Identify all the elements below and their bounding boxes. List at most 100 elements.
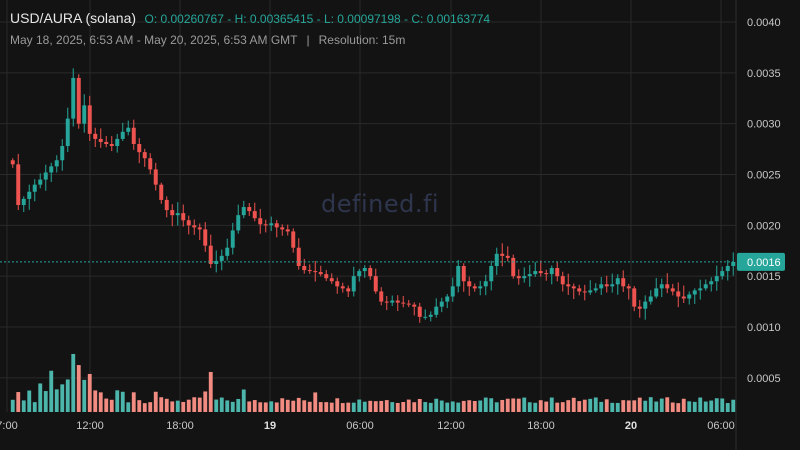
volume-bar — [384, 400, 389, 412]
candle-body — [659, 284, 664, 289]
volume-bar — [560, 402, 565, 412]
x-tick-label: 18:00 — [527, 420, 555, 432]
candle-body — [417, 306, 422, 317]
volume-bar — [467, 400, 472, 412]
volume-bar — [621, 400, 626, 412]
candle-body — [43, 172, 48, 180]
candle-body — [247, 207, 252, 212]
candle-body — [511, 257, 516, 277]
volume-bar — [203, 391, 208, 412]
volume-bar — [709, 400, 714, 412]
volume-bar — [307, 401, 312, 412]
candle-body — [423, 316, 428, 318]
candle-body — [632, 288, 637, 307]
candle-body — [230, 230, 235, 248]
candle-body — [588, 290, 593, 293]
volume-bar — [247, 401, 252, 412]
volume-bar — [703, 401, 708, 412]
volume-bar — [82, 379, 87, 412]
volume-bar — [126, 402, 131, 412]
volume-bar — [577, 401, 582, 412]
candle-body — [439, 301, 444, 307]
volume-bar — [258, 402, 263, 412]
candle-body — [252, 211, 257, 219]
candle-body — [263, 224, 268, 226]
volume-bar — [164, 398, 169, 412]
candle-body — [241, 207, 246, 216]
candle-body — [296, 247, 301, 266]
candle-body — [274, 223, 279, 228]
x-tick-label: 20 — [625, 420, 637, 432]
volume-bar — [615, 402, 620, 412]
candle-body — [379, 291, 384, 302]
volume-bar — [324, 402, 329, 412]
candle-body — [654, 288, 659, 297]
candle-body — [604, 284, 609, 287]
separator: | — [306, 33, 310, 47]
y-axis: 0.0040 0.0035 0.0030 0.0025 0.0020 0.0015 0.00… — [747, 17, 781, 385]
candle-body — [60, 146, 65, 161]
candle-body — [676, 291, 681, 297]
candle-body — [49, 166, 54, 173]
volume-bar — [604, 399, 609, 412]
volume-bar — [93, 390, 98, 412]
volume-bar — [395, 402, 400, 412]
candle-body — [115, 138, 120, 147]
volume-bar — [252, 400, 257, 412]
candle-body — [494, 253, 499, 266]
candle-body — [368, 268, 373, 277]
volume-bar — [643, 400, 648, 412]
volume-bar — [665, 397, 670, 412]
volume-bar — [412, 402, 417, 412]
chart-header: USD/AURA (solana) O: 0.00260767 - H: 0.0… — [10, 10, 490, 28]
watermark: defined.fi — [321, 190, 440, 218]
volume-bar — [296, 397, 301, 412]
candle-body — [98, 138, 103, 142]
volume-bar — [461, 400, 466, 412]
volume-bar — [137, 400, 142, 412]
volume-bar — [522, 397, 527, 412]
candle-body — [555, 268, 560, 277]
volume-bar — [714, 398, 719, 412]
candle-body — [516, 276, 521, 279]
candle-body — [390, 300, 395, 303]
volume-bar — [208, 371, 213, 412]
volume-bar — [357, 399, 362, 412]
volume-bar — [692, 401, 697, 412]
candle-body — [307, 270, 312, 272]
candle-body — [395, 300, 400, 303]
candle-body — [214, 260, 219, 264]
volume-bar — [659, 398, 664, 412]
candle-body — [142, 152, 147, 159]
volume-bar — [197, 397, 202, 412]
candle-body — [324, 274, 329, 279]
candle-body — [698, 288, 703, 291]
x-tick-label: 12:00 — [76, 420, 104, 432]
candle-body — [544, 273, 549, 275]
candle-body — [87, 105, 92, 134]
volume-bar — [538, 400, 543, 412]
volume-bar — [654, 401, 659, 412]
volume-bar — [269, 401, 274, 412]
volume-bar — [610, 402, 615, 412]
candle-body — [406, 303, 411, 305]
candle-body — [225, 247, 230, 256]
candle-body — [610, 284, 615, 287]
volume-bar — [681, 398, 686, 412]
candle-body — [38, 179, 43, 185]
candle-body — [450, 286, 455, 297]
volume-bar — [186, 399, 191, 412]
candle-body — [340, 286, 345, 289]
candle-body — [456, 266, 461, 287]
candle-body — [71, 77, 76, 119]
y-tick-label: 0.0040 — [747, 17, 781, 29]
volume-bar — [340, 403, 345, 412]
candle-body — [335, 281, 340, 287]
candle-body — [472, 286, 477, 289]
volume-bar — [527, 402, 532, 412]
volume-bar — [428, 402, 433, 412]
candle-body — [384, 301, 389, 303]
candle-body — [186, 220, 191, 226]
volume-bar — [104, 398, 109, 412]
